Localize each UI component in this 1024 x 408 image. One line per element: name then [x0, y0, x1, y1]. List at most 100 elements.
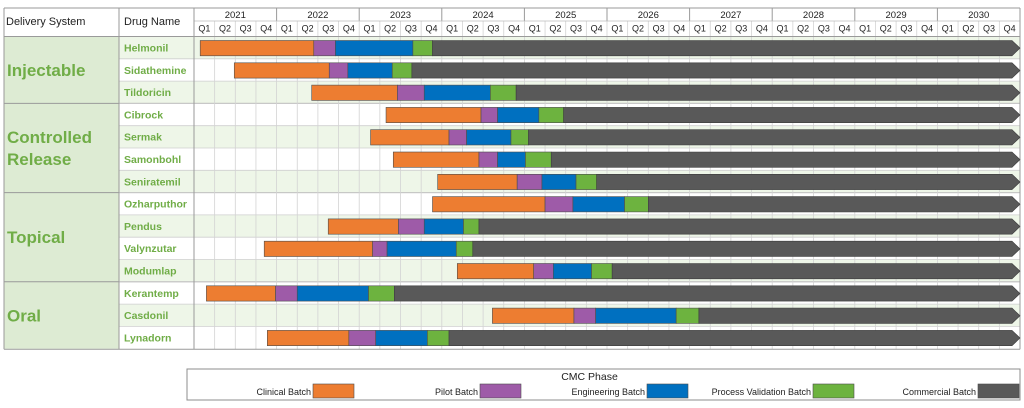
quarter-label: Q4 [673, 24, 685, 34]
bar-validation [391, 62, 413, 79]
quarter-label: Q4 [591, 24, 603, 34]
quarter-label: Q3 [983, 24, 995, 34]
quarter-label: Q3 [322, 24, 334, 34]
bar-clinical [432, 196, 546, 213]
bars-layer [199, 40, 1021, 346]
bar-clinical [206, 285, 276, 302]
quarter-label: Q2 [384, 24, 396, 34]
bar-commercial [563, 107, 1021, 123]
bar-pilot [398, 218, 425, 235]
quarter-label: Q3 [405, 24, 417, 34]
drug-name-seniratemil: Seniratemil [124, 176, 181, 188]
quarter-label: Q4 [1004, 24, 1016, 34]
bar-clinical [385, 107, 482, 124]
bar-pilot [544, 196, 574, 213]
drug-name-cibrock: Cibrock [124, 109, 163, 121]
bar-engineering [595, 307, 677, 324]
group-cell [4, 192, 119, 282]
legend-swatch-clinical [312, 383, 355, 399]
bar-validation [591, 263, 613, 280]
bar-clinical [233, 62, 330, 79]
bar-clinical [267, 330, 350, 346]
bar-validation [427, 330, 450, 346]
bar-clinical [263, 240, 373, 257]
legend-label-clinical: Clinical Batch [256, 387, 311, 397]
bar-commercial [411, 62, 1021, 79]
bar-pilot [275, 285, 298, 302]
bar-pilot [573, 307, 596, 324]
quarter-label: Q2 [797, 24, 809, 34]
bar-pilot [348, 330, 377, 346]
group-cell [4, 36, 119, 104]
quarter-label: Q2 [549, 24, 561, 34]
bar-validation [538, 107, 564, 124]
bar-commercial [448, 330, 1021, 346]
year-label-2029: 2029 [886, 10, 907, 21]
legend-label-commercial: Commercial Batch [902, 387, 976, 397]
bar-engineering [335, 40, 414, 57]
bar-engineering [497, 151, 526, 168]
year-label-2023: 2023 [390, 10, 411, 21]
bar-pilot [372, 240, 388, 257]
drug-name-samonbohl: Samonbohl [124, 154, 181, 166]
quarter-label: Q3 [570, 24, 582, 34]
year-label-2027: 2027 [720, 10, 741, 21]
quarter-label: Q2 [632, 24, 644, 34]
bar-engineering [423, 84, 491, 101]
bar-clinical [437, 174, 518, 190]
bar-commercial [550, 151, 1021, 168]
bar-commercial [478, 218, 1021, 235]
quarter-label: Q1 [942, 24, 954, 34]
quarter-label: Q2 [219, 24, 231, 34]
legend-swatch-commercial [977, 383, 1020, 399]
bar-engineering [466, 129, 512, 146]
bar-validation [675, 307, 700, 324]
bar-commercial [472, 240, 1021, 257]
group-label: Topical [7, 228, 65, 247]
quarter-label: Q1 [529, 24, 541, 34]
quarter-label: Q3 [240, 24, 252, 34]
legend-label-pilot: Pilot Batch [435, 387, 478, 397]
bar-validation [463, 218, 480, 235]
quarter-label: Q3 [900, 24, 912, 34]
quarter-label: Q1 [281, 24, 293, 34]
quarter-label: Q2 [467, 24, 479, 34]
bar-clinical [311, 84, 398, 101]
bar-commercial [698, 307, 1021, 324]
bar-validation [510, 129, 529, 146]
bar-pilot [448, 129, 467, 146]
legend-swatch-engineering [646, 383, 689, 399]
drug-name-sidathemine: Sidathemine [124, 65, 187, 77]
quarter-label: Q1 [611, 24, 623, 34]
legend-swatch-validation [812, 383, 855, 399]
bar-engineering [553, 263, 592, 280]
quarter-label: Q4 [921, 24, 933, 34]
legend: CMC Phase Clinical Batch Pilot Batch Engine… [186, 368, 1021, 401]
legend-title: CMC Phase [561, 371, 618, 383]
drug-name-lynadorn: Lynadorn [124, 332, 171, 344]
drug-name-casdonil: Casdonil [124, 310, 168, 322]
drug-name-modumlap: Modumlap [124, 266, 177, 278]
quarter-label: Q4 [756, 24, 768, 34]
year-label-2024: 2024 [473, 10, 494, 21]
text-layer: Delivery System Drug Name 2021 Q1 Q2 Q3 Q4 2022… [6, 10, 1016, 344]
bar-engineering [572, 196, 625, 213]
drug-name-helmonil: Helmonil [124, 43, 168, 55]
drug-name-pendus: Pendus [124, 221, 162, 233]
quarter-label: Q3 [735, 24, 747, 34]
bar-commercial [432, 40, 1021, 57]
bar-engineering [423, 218, 464, 235]
bar-commercial [528, 129, 1021, 146]
bar-validation [455, 240, 474, 257]
quarter-label: Q3 [818, 24, 830, 34]
bar-clinical [199, 40, 315, 57]
quarter-label: Q4 [838, 24, 850, 34]
bar-engineering [296, 285, 369, 302]
quarter-label: Q4 [260, 24, 272, 34]
group-cell [4, 103, 119, 193]
bar-validation [624, 196, 649, 213]
quarter-label: Q2 [715, 24, 727, 34]
legend-label-validation: Process Validation Batch [712, 387, 811, 397]
drug-name-ozharputhor: Ozharputhor [124, 199, 187, 211]
drug-name-tildoricin: Tildoricin [124, 87, 171, 99]
